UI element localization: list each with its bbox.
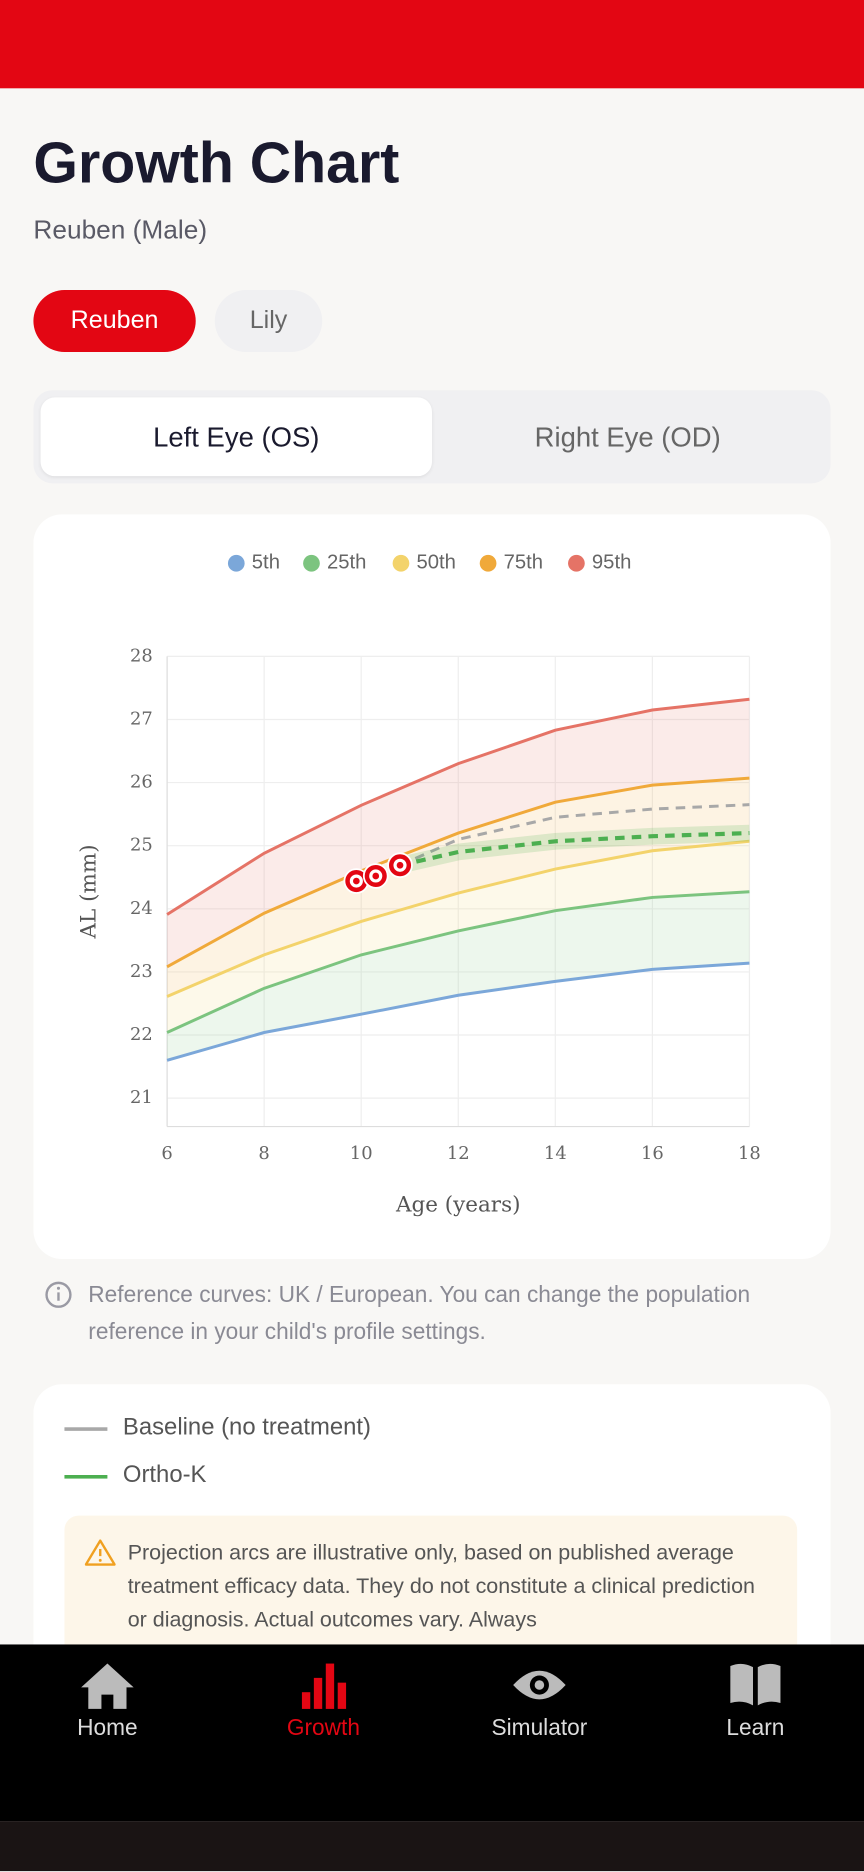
legend-label: 50th <box>416 552 455 574</box>
home-icon[interactable] <box>79 1661 136 1711</box>
legend-label: Baseline (no treatment) <box>122 1414 372 1441</box>
simulator-icon[interactable] <box>511 1666 568 1704</box>
page-title: Growth Chart <box>33 132 400 196</box>
child-pill[interactable]: Lily <box>214 289 323 353</box>
nav-label[interactable]: Home <box>77 1716 138 1742</box>
legend-dot <box>568 554 585 572</box>
measurement-core <box>372 872 380 880</box>
system-bar <box>0 1821 864 1872</box>
chart: 21 22 23 24 25 26 27 28 6 8 10 12 14 16 18 Age (years) A… <box>77 552 761 1218</box>
y-tick-label: 26 <box>130 772 153 793</box>
x-tick-label: 12 <box>447 1143 470 1164</box>
nav-label[interactable]: Learn <box>726 1716 785 1742</box>
x-tick-label: 18 <box>738 1143 761 1164</box>
measurement-point <box>387 852 413 879</box>
legend-dot <box>227 554 245 572</box>
measurement-point <box>362 863 389 889</box>
y-tick-label: 28 <box>130 645 153 666</box>
warning-icon <box>84 1539 116 1566</box>
info-note: Reference curves: UK / European. You can… <box>88 1282 751 1345</box>
y-tick-label: 25 <box>130 835 153 856</box>
eye-tab[interactable]: Left Eye (OS) <box>40 397 432 477</box>
y-tick-label: 27 <box>130 708 153 729</box>
legend-dot <box>303 554 320 572</box>
percentile-line <box>166 697 750 916</box>
legend-line <box>64 1427 108 1431</box>
x-tick-label: 8 <box>258 1143 269 1164</box>
legend-label: 5th <box>252 552 280 574</box>
percentile-line <box>166 839 750 998</box>
y-tick-label: 23 <box>130 961 153 982</box>
x-axis-title: Age (years) <box>395 1192 520 1217</box>
legend-label: 75th <box>504 552 543 574</box>
y-tick-label: 24 <box>130 898 153 919</box>
percentile-line <box>166 961 750 1062</box>
nav-label[interactable]: Growth <box>286 1716 360 1742</box>
projection-line <box>399 830 750 868</box>
legend-dot <box>392 554 410 572</box>
measurement-core <box>396 861 404 869</box>
growth-icon[interactable] <box>298 1661 348 1711</box>
chart-card: 21 22 23 24 25 26 27 28 6 8 10 12 14 16 18 Age (years) A… <box>33 514 831 1260</box>
percentile-line <box>166 890 750 1034</box>
bottom-nav <box>0 1644 864 1822</box>
x-tick-label: 6 <box>161 1143 172 1164</box>
learn-icon[interactable] <box>728 1661 783 1706</box>
legend-label: Ortho-K <box>122 1461 207 1489</box>
y-axis-title: AL (mm) <box>77 844 102 939</box>
projection-line <box>399 803 750 867</box>
legend-label: 95th <box>592 552 631 574</box>
eye-tab[interactable]: Right Eye (OD) <box>534 420 721 452</box>
legend-dot <box>479 554 497 572</box>
x-tick-label: 14 <box>544 1143 567 1164</box>
x-tick-label: 16 <box>641 1143 664 1164</box>
legend-label: 25th <box>327 552 366 574</box>
x-tick-label: 10 <box>350 1143 373 1164</box>
y-tick-label: 22 <box>130 1024 153 1045</box>
y-tick-label: 21 <box>130 1087 153 1108</box>
disclaimer-text: Projection arcs are illustrative only, b… <box>127 1540 755 1632</box>
percentile-band <box>167 778 750 997</box>
child-pill[interactable]: Reuben <box>33 289 196 353</box>
legend-line <box>64 1475 108 1479</box>
measurement-core <box>352 877 360 885</box>
percentile-line <box>166 776 750 969</box>
info-icon <box>45 1281 72 1308</box>
nav-label[interactable]: Simulator <box>491 1716 588 1742</box>
page-subtitle: Reuben (Male) <box>33 214 208 245</box>
percentile-band <box>167 891 750 1061</box>
percentile-band <box>167 841 750 1033</box>
status-bar <box>0 0 864 89</box>
